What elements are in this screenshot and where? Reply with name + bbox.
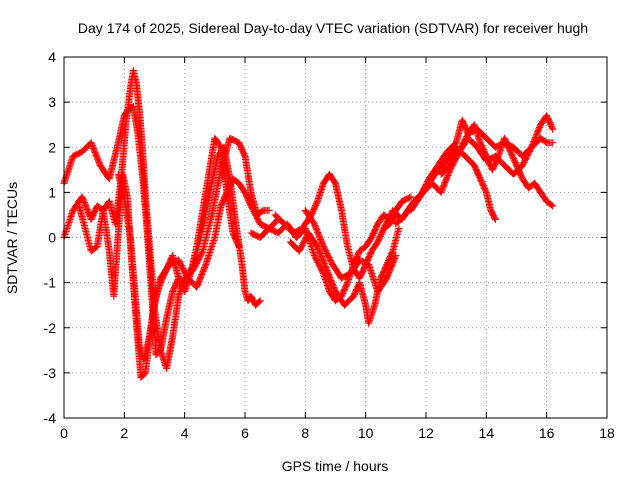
y-tick-label: 2 xyxy=(48,139,56,155)
x-tick-label: 10 xyxy=(358,425,374,441)
x-tick-label: 12 xyxy=(418,425,434,441)
x-tick-label: 0 xyxy=(60,425,68,441)
x-tick-label: 18 xyxy=(599,425,615,441)
data-point-markers xyxy=(301,206,400,296)
y-tick-label: -3 xyxy=(44,365,57,381)
x-tick-label: 2 xyxy=(120,425,128,441)
y-tick-label: -1 xyxy=(44,275,57,291)
x-axis-label: GPS time / hours xyxy=(282,458,389,474)
series-sat-h xyxy=(301,206,400,296)
y-tick-label: 0 xyxy=(48,230,56,246)
series-sat-l xyxy=(437,125,557,178)
y-tick-label: -2 xyxy=(44,320,57,336)
x-tick-label: 16 xyxy=(539,425,555,441)
x-tick-label: 4 xyxy=(181,425,189,441)
x-tick-label: 14 xyxy=(479,425,495,441)
y-axis-label: SDTVAR / TECUs xyxy=(4,182,20,294)
y-tick-label: 3 xyxy=(48,94,56,110)
series-sat-k xyxy=(407,143,499,223)
data-series xyxy=(60,67,557,381)
data-point-markers xyxy=(437,125,557,178)
series-sat-d xyxy=(114,170,282,363)
chart-title: Day 174 of 2025, Sidereal Day-to-day VTE… xyxy=(78,20,588,36)
x-tick-label: 8 xyxy=(301,425,309,441)
data-point-markers xyxy=(407,143,499,223)
data-point-markers xyxy=(114,170,282,363)
y-tick-label: 1 xyxy=(48,184,56,200)
x-tick-label: 6 xyxy=(241,425,249,441)
y-tick-label: -4 xyxy=(44,410,57,426)
y-tick-label: 4 xyxy=(48,49,56,65)
